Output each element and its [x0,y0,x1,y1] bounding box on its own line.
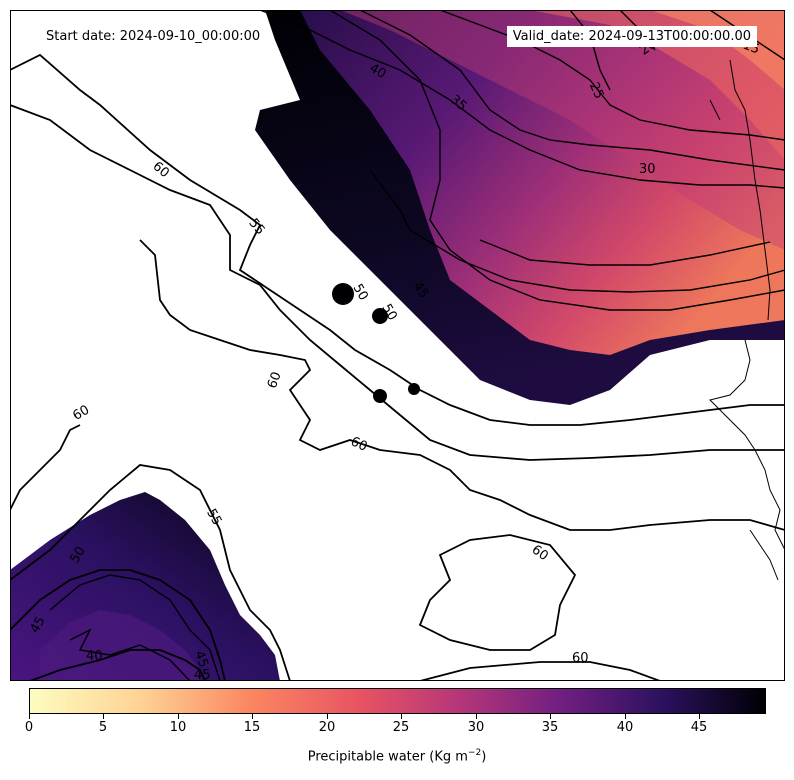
colorbar-label: Precipitable water (Kg m−2) [307,748,487,765]
colorbar-tick-label: 35 [541,720,559,735]
valid-date-label: Valid_date: 2024-09-13T00:00:00.00 [506,26,757,47]
colorbar-tick [327,714,328,719]
pw-fill-southwest [10,492,280,681]
map-frame [10,10,785,681]
contour-label-50-b: 50 [379,301,400,323]
colorbar-tick-label: 0 [24,720,34,735]
contour-label-40-a: 40 [367,61,389,82]
contour-label-55-b: 55 [203,506,224,528]
colorbar-tick-label: 45 [690,720,708,735]
precipitable-water-map: 60 55 60 60 60 55 60 60 50 50 45 40 35 3… [10,10,785,681]
colorbar-tick-label: 25 [392,720,410,735]
colorbar-tick [103,714,104,719]
contour-label-45-b: 45 [27,614,48,636]
colorbar-tick-label: 20 [318,720,336,735]
contour-label-40-b: 40 [86,649,103,664]
coastlines [709,59,785,581]
colorbar-tick-label: 5 [98,720,108,735]
contour-label-60-d: 60 [348,434,369,455]
contour-label-60-b: 60 [265,370,285,391]
contour-label-30: 30 [639,162,656,177]
colorbar-tick [178,714,179,719]
colorbar [29,688,766,714]
start-date-label: Start date: 2024-09-10_00:00:00 [40,26,267,47]
colorbar-tick [550,714,551,719]
colorbar-tick [29,714,30,719]
contour-label-45-d: 45 [194,668,211,681]
colorbar-tick-label: 30 [467,720,485,735]
contour-label-60-c: 60 [70,403,92,424]
colorbar-tick [252,714,253,719]
colorbar-tick [401,714,402,719]
contour-lines-dark [49,10,785,681]
colorbar-tick [625,714,626,719]
pw-fill-northeast [255,10,785,405]
colorbar-tick-label: 10 [169,720,187,735]
contour-label-50-c: 50 [67,544,88,566]
colorbar-tick [476,714,477,719]
contour-label-60-a: 60 [150,159,172,181]
contour-label-50-a: 50 [350,281,371,303]
contour-label-25: 25 [586,80,607,101]
contour-label-55-a: 55 [245,216,267,238]
contour-label-45-c: 45 [191,649,211,670]
pw-cells [332,283,420,403]
colorbar-tick-label: 40 [616,720,634,735]
contour-label-60-e: 60 [529,542,551,564]
map-panel: 60 55 60 60 60 55 60 60 50 50 45 40 35 3… [10,10,785,681]
contour-label-60-f: 60 [572,651,589,666]
contour-lines [10,53,785,681]
colorbar-tick [699,714,700,719]
colorbar-tick-label: 15 [243,720,261,735]
